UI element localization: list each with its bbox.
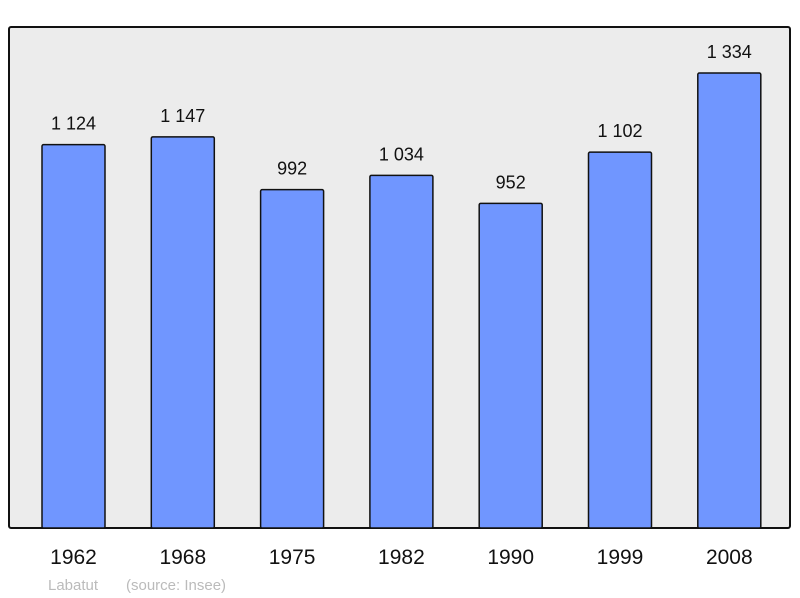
data-label-2008: 1 334	[707, 42, 752, 62]
bar-1968	[150, 136, 216, 529]
bar-1982	[369, 174, 434, 529]
x-tick-label-1975: 1975	[269, 546, 316, 569]
bar-2008	[697, 72, 762, 529]
x-tick-label-1982: 1982	[378, 546, 425, 569]
x-tick-label-1968: 1968	[159, 546, 206, 569]
bar-1962	[41, 143, 106, 529]
bar-1999	[587, 151, 653, 529]
bar-1975	[259, 188, 325, 529]
data-label-1962: 1 124	[51, 114, 96, 134]
data-label-1975: 992	[277, 159, 307, 179]
x-tick-label-1999: 1999	[597, 546, 644, 569]
footer-source: (source: Insee)	[126, 577, 226, 594]
x-tick-label-2008: 2008	[706, 546, 753, 569]
footer-place: Labatut	[48, 577, 99, 594]
x-tick-label-1962: 1962	[50, 546, 97, 569]
x-tick-label-1990: 1990	[487, 546, 534, 569]
data-label-1990: 952	[496, 172, 526, 192]
data-label-1968: 1 147	[160, 106, 205, 126]
bar-1990	[478, 202, 543, 529]
data-label-1999: 1 102	[597, 121, 642, 141]
data-label-1982: 1 034	[379, 144, 424, 164]
